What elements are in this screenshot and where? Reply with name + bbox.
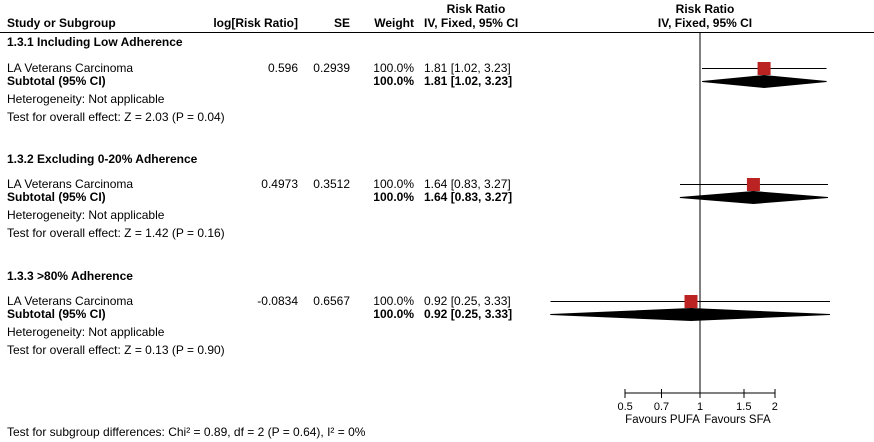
axis-tick-label: 0.5 xyxy=(617,401,632,413)
study-square-marker xyxy=(684,295,698,308)
column-header-weight: Weight xyxy=(374,16,414,30)
axis-tick-label: 0.7 xyxy=(654,401,669,413)
subtotal-row: Subtotal (95% CI) 100.0% 1.64 [0.83, 3.2… xyxy=(0,191,538,204)
study-log-rr: 0.4973 xyxy=(261,177,298,191)
study-log-rr: 0.596 xyxy=(267,61,298,75)
heterogeneity-note: Heterogeneity: Not applicable xyxy=(7,208,165,222)
favours-left-label: Favours PUFA xyxy=(625,414,700,426)
subtotal-ci-text: 0.92 [0.25, 3.33] xyxy=(424,307,513,321)
favours-right-label: Favours SFA xyxy=(704,414,771,426)
subtotal-weight: 100.0% xyxy=(373,307,414,321)
study-row: LA Veterans Carcinoma 0.4973 0.3512 100.… xyxy=(0,178,538,191)
study-weight: 100.0% xyxy=(373,61,414,75)
axis-tick-label: 1 xyxy=(697,401,703,413)
plot-column-subtitle: IV, Fixed, 95% CI xyxy=(657,16,753,30)
axis-tick-label: 1.5 xyxy=(736,401,751,413)
study-ci-text: 0.92 [0.25, 3.33] xyxy=(424,294,511,308)
study-weight: 100.0% xyxy=(373,177,414,191)
subtotal-ci-text: 1.81 [1.02, 3.23] xyxy=(424,74,513,88)
study-row: LA Veterans Carcinoma -0.0834 0.6567 100… xyxy=(0,295,538,308)
subtotal-diamond xyxy=(550,307,830,322)
overall-effect-note: Test for overall effect: Z = 2.03 (P = 0… xyxy=(7,110,225,124)
subtotal-diamond xyxy=(702,74,827,89)
study-weight: 100.0% xyxy=(373,294,414,308)
study-se: 0.3512 xyxy=(313,177,350,191)
subgroup-differences-note: Test for subgroup differences: Chi² = 0.… xyxy=(7,425,366,439)
subtotal-weight: 100.0% xyxy=(373,190,414,204)
study-se: 0.2939 xyxy=(313,61,350,75)
column-header-study: Study or Subgroup xyxy=(7,16,116,30)
study-name: LA Veterans Carcinoma xyxy=(7,177,134,191)
subtotal-diamond xyxy=(679,190,828,205)
subtotal-label: Subtotal (95% CI) xyxy=(7,74,106,88)
study-se: 0.6567 xyxy=(313,294,350,308)
study-square-marker xyxy=(757,62,771,75)
study-log-rr: -0.0834 xyxy=(257,294,298,308)
subgroup-heading-1: 1.3.1 Including Low Adherence xyxy=(7,35,183,49)
study-square-marker xyxy=(746,178,760,191)
study-name: LA Veterans Carcinoma xyxy=(7,294,134,308)
subtotal-row: Subtotal (95% CI) 100.0% 1.81 [1.02, 3.2… xyxy=(0,75,538,88)
subgroup-heading-3: 1.3.3 >80% Adherence xyxy=(7,269,133,283)
column-header-log-risk-ratio: log[Risk Ratio] xyxy=(213,16,298,30)
axis-tick-label: 2 xyxy=(772,401,778,413)
study-ci-text: 1.81 [1.02, 3.23] xyxy=(424,61,511,75)
overall-effect-note: Test for overall effect: Z = 0.13 (P = 0… xyxy=(7,343,225,357)
subtotal-weight: 100.0% xyxy=(373,74,414,88)
subtotal-row: Subtotal (95% CI) 100.0% 0.92 [0.25, 3.3… xyxy=(0,308,538,321)
heterogeneity-note: Heterogeneity: Not applicable xyxy=(7,92,165,106)
subtotal-label: Subtotal (95% CI) xyxy=(7,307,106,321)
subtotal-ci-text: 1.64 [0.83, 3.27] xyxy=(424,190,513,204)
subtotal-label: Subtotal (95% CI) xyxy=(7,190,106,204)
column-header-ci: IV, Fixed, 95% CI xyxy=(424,16,519,30)
overall-effect-note: Test for overall effect: Z = 1.42 (P = 0… xyxy=(7,226,225,240)
column-header-row: Study or Subgroup log[Risk Ratio] SE Wei… xyxy=(0,17,538,30)
plot-column-title: Risk Ratio xyxy=(675,2,735,16)
heterogeneity-note: Heterogeneity: Not applicable xyxy=(7,325,165,339)
subgroup-heading-2: 1.3.2 Excluding 0-20% Adherence xyxy=(7,152,198,166)
stats-column-title: Risk Ratio xyxy=(446,2,506,16)
study-name: LA Veterans Carcinoma xyxy=(7,61,134,75)
study-row: LA Veterans Carcinoma 0.596 0.2939 100.0… xyxy=(0,62,538,75)
column-header-se: SE xyxy=(333,16,350,30)
header-separator-line xyxy=(0,32,874,33)
study-ci-text: 1.64 [0.83, 3.27] xyxy=(424,177,511,191)
